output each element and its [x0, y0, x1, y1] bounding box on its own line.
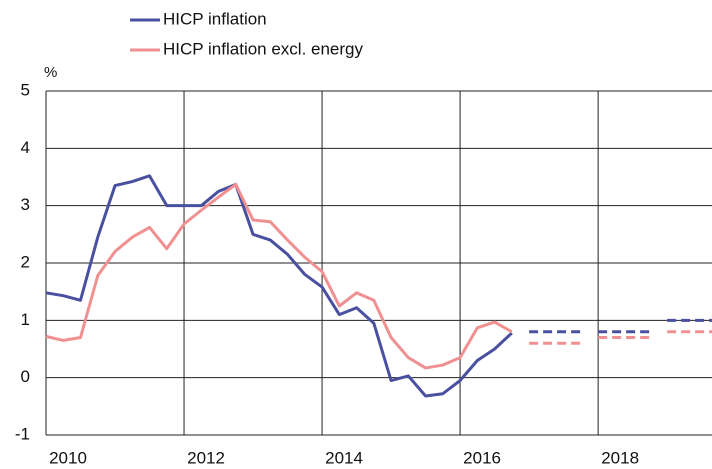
- y-tick-label: 5: [21, 80, 30, 99]
- x-tick-label: 2016: [463, 448, 501, 467]
- legend-label: HICP inflation excl. energy: [163, 39, 364, 58]
- x-tick-label: 2010: [49, 448, 87, 467]
- y-tick-label: 2: [21, 252, 30, 271]
- y-tick-label: 4: [21, 138, 30, 157]
- y-tick-label: 3: [21, 195, 30, 214]
- x-tick-label: 2018: [601, 448, 639, 467]
- y-tick-label: 0: [21, 367, 30, 386]
- x-tick-label: 2012: [187, 448, 225, 467]
- series-line: [45, 174, 513, 398]
- y-tick-label: 1: [21, 310, 30, 329]
- y-axis-label: %: [44, 64, 57, 81]
- y-tick-label: -1: [15, 424, 30, 443]
- x-tick-label: 2014: [325, 448, 363, 467]
- legend-label: HICP inflation: [163, 9, 267, 28]
- series-line: [45, 182, 513, 370]
